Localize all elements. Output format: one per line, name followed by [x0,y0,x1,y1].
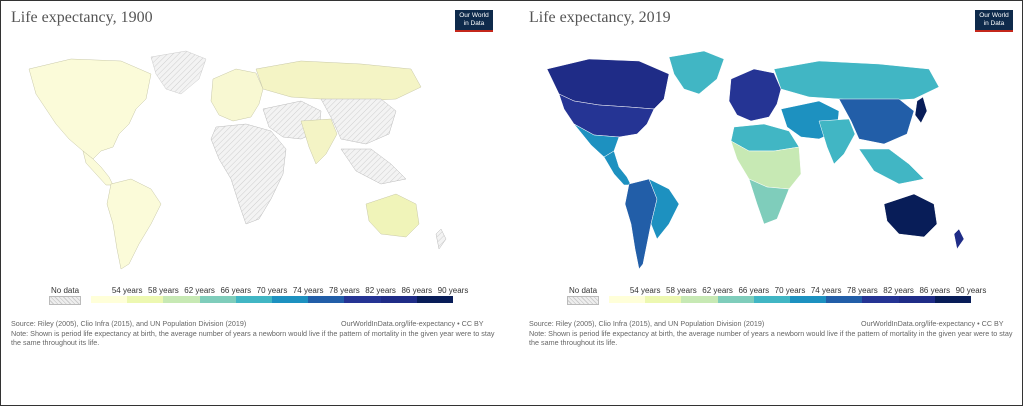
panel-1900: Life expectancy, 1900 Our World in Data [1,1,511,405]
legend-swatch [790,296,827,303]
legend-tick-label: 62 years [184,286,215,295]
legend-swatch [344,296,382,303]
source-url[interactable]: OurWorldInData.org/life-expectancy • CC … [861,319,1004,328]
color-legend: No data 54 years 58 years 62 years 66 years… [519,281,1023,311]
color-legend: No data 54 years 58 years 62 years 66 years… [1,281,511,311]
legend-tick-label: 62 years [702,286,733,295]
source-text: Source: Riley (2005), Clio Infra (2015),… [529,319,765,328]
legend-tick-label: 54 years [111,286,143,295]
legend-tick-label: 82 years [365,286,396,295]
legend-tick-label: 78 years [329,286,360,295]
region-new-zealand[interactable] [953,228,965,250]
legend-swatch [416,296,454,303]
legend-swatch [91,296,128,303]
legend-tick-label: 90 years [437,286,469,295]
legend-tick-label: 66 years [738,286,770,295]
region-europe[interactable] [728,68,782,122]
region-greenland[interactable] [150,50,207,95]
legend-swatch [681,296,719,303]
owid-logo[interactable]: Our World in Data [975,10,1013,32]
logo-line-1: Our World [979,12,1009,19]
region-greenland[interactable] [668,50,725,95]
region-south-america[interactable] [106,178,162,270]
region-australia[interactable] [883,193,938,238]
legend-tick-label: 66 years [220,286,252,295]
panel-2019: Life expectancy, 2019 Our World in Data [519,1,1023,405]
legend-tick-label: 78 years [847,286,878,295]
world-map-1900[interactable] [1,39,511,279]
region-europe[interactable] [210,68,264,122]
legend-tick-label: 82 years [883,286,914,295]
region-australia[interactable] [365,193,420,238]
world-map-2019[interactable] [519,39,1023,279]
logo-line-2: in Data [983,20,1005,27]
region-india[interactable] [818,118,856,165]
legend-swatch [753,296,791,303]
legend-swatch [862,296,900,303]
legend-swatch [127,296,164,303]
region-east-asia[interactable] [320,98,397,145]
legend-swatch [380,296,418,303]
legend-swatch [609,296,646,303]
note-text: Note: Shown is period life expectancy at… [11,329,495,347]
legend-swatch [163,296,201,303]
legend-tick-label: 90 years [955,286,987,295]
source-text: Source: Riley (2005), Clio Infra (2015),… [11,319,247,328]
region-central-america[interactable] [603,150,632,186]
note-text: Note: Shown is period life expectancy at… [529,329,1013,347]
region-north-america[interactable] [28,58,152,160]
legend-tick-label: 58 years [148,286,179,295]
legend-tick-label: 86 years [401,286,433,295]
legend-no-data-swatch [567,296,599,305]
legend-tick-label: 70 years [256,286,288,295]
legend-no-data-label: No data [569,286,598,295]
legend-swatch [898,296,936,303]
region-japan[interactable] [914,96,928,124]
region-usa[interactable] [558,93,655,138]
legend-tick-label: 74 years [810,286,842,295]
legend-swatch [717,296,755,303]
region-central-africa[interactable] [730,140,802,190]
legend-tick-label: 54 years [629,286,661,295]
legend-swatch [308,296,345,303]
legend-swatch [199,296,237,303]
legend-tick-label: 58 years [666,286,697,295]
legend-tick-label: 74 years [292,286,324,295]
region-africa[interactable] [210,123,287,225]
chart-title: Life expectancy, 2019 [529,9,671,26]
owid-logo[interactable]: Our World in Data [455,10,493,32]
legend-no-data-swatch [49,296,81,305]
chart-title: Life expectancy, 1900 [11,9,153,26]
region-central-america[interactable] [82,150,114,186]
region-brazil[interactable] [648,178,680,240]
legend-swatch [272,296,309,303]
logo-line-2: in Data [463,20,485,27]
legend-tick-label: 86 years [919,286,951,295]
region-southern-africa[interactable] [748,178,790,225]
legend-swatch [934,296,972,303]
legend-tick-label: 70 years [774,286,806,295]
region-india[interactable] [300,118,338,165]
legend-no-data-label: No data [51,286,80,295]
legend-swatch [235,296,273,303]
region-russia[interactable] [773,60,940,102]
region-china[interactable] [838,98,915,145]
region-new-zealand[interactable] [435,228,447,250]
region-southeast-asia[interactable] [340,148,407,185]
region-russia[interactable] [255,60,422,102]
source-url[interactable]: OurWorldInData.org/life-expectancy • CC … [341,319,484,328]
logo-line-1: Our World [459,12,489,19]
legend-swatch [826,296,863,303]
region-southeast-asia[interactable] [858,148,925,185]
legend-swatch [645,296,682,303]
